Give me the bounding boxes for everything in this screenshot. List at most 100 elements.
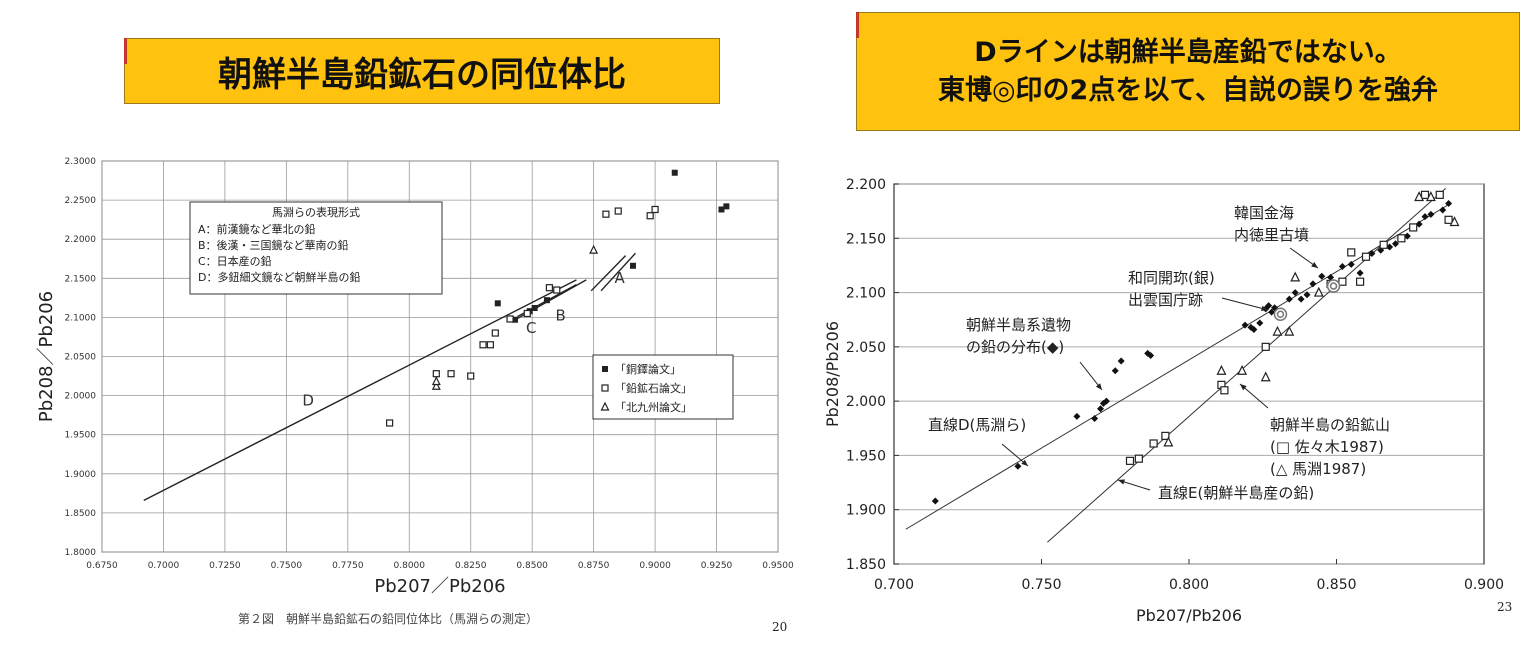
left-legend-label: 「北九州論文」	[615, 400, 692, 414]
left-point-filled-square	[718, 206, 725, 213]
right-point-open-square	[1338, 277, 1347, 286]
left-point-filled-square	[543, 297, 550, 304]
annotation-line-d-arrow-head	[1021, 459, 1028, 466]
left-point-open-square	[467, 372, 475, 380]
right-y-tick-label: 2.000	[846, 394, 886, 410]
right-y-tick-label: 2.050	[846, 340, 886, 356]
right-point-diamond	[1403, 232, 1411, 240]
right-point-diamond	[1368, 249, 1376, 257]
left-line-label-a: A	[615, 269, 626, 287]
right-point-diamond	[1111, 367, 1119, 375]
left-y-tick-label: 2.1000	[65, 313, 97, 323]
right-x-axis-label: Pb207/Pb206	[1136, 606, 1242, 625]
left-point-filled-square	[671, 169, 678, 176]
left-definition-heading: 馬淵らの表現形式	[272, 205, 360, 219]
left-y-tick-label: 1.8000	[65, 548, 97, 558]
left-definition-line: A：前漢鏡など華北の鉛	[198, 222, 316, 236]
annotation-korean-mines: 朝鮮半島の鉛鉱山	[1270, 416, 1390, 434]
left-x-axis-label: Pb207／Pb206	[374, 576, 505, 597]
left-x-tick-label: 0.7250	[209, 561, 241, 571]
annotation-korean-mines: (□ 佐々木1987)	[1270, 438, 1384, 456]
left-point-open-square	[651, 205, 659, 214]
left-definition-box	[189, 201, 443, 295]
left-x-tick-label: 0.8000	[394, 561, 426, 571]
annotation-line-e-arrow-head	[1118, 479, 1125, 485]
right-y-tick-label: 1.850	[846, 557, 886, 573]
left-x-tick-label: 0.7500	[271, 561, 303, 571]
left-y-tick-label: 2.0000	[65, 392, 97, 402]
right-y-tick-label: 2.100	[846, 286, 886, 302]
annotation-korea-kimhae-arrow-head	[1311, 262, 1318, 268]
right-point-triangle	[1163, 436, 1174, 447]
left-point-open-square	[491, 329, 499, 337]
left-y-tick-label: 2.1500	[65, 274, 97, 284]
right-point-diamond	[1291, 289, 1299, 297]
right-x-tick-label: 0.750	[1021, 577, 1061, 593]
annotation-korean-artifacts-arrow-head	[1095, 383, 1102, 390]
right-point-diamond	[1327, 273, 1335, 281]
annotation-wadokaichin-arrow	[1221, 297, 1269, 311]
annotation-wadokaichin: 出雲国庁跡	[1128, 291, 1203, 309]
left-line-d	[143, 279, 577, 502]
left-point-open-square	[614, 207, 622, 215]
left-y-tick-label: 1.8500	[65, 509, 97, 519]
left-line-label-b: B	[556, 306, 566, 324]
right-point-diamond	[1265, 302, 1273, 310]
annotation-korean-mines: (△ 馬淵1987)	[1270, 460, 1366, 478]
left-line-a	[590, 255, 627, 292]
annotation-line-d: 直線D(馬淵ら)	[928, 416, 1026, 434]
right-point-double-circle	[1326, 279, 1341, 293]
right-point-triangle	[1449, 216, 1460, 227]
left-point-filled-square	[511, 316, 518, 323]
left-line-a	[600, 252, 636, 292]
right-point-diamond	[1285, 295, 1293, 303]
left-point-filled-square	[531, 305, 538, 312]
right-point-diamond	[1356, 269, 1364, 277]
right-point-open-square	[1444, 215, 1453, 224]
annotation-wadokaichin: 和同開珎(銀)	[1128, 269, 1215, 287]
right-point-diamond	[1014, 462, 1022, 470]
left-x-tick-label: 0.8500	[516, 561, 548, 571]
left-line-label-c: C	[526, 319, 536, 337]
right-point-diamond	[1241, 321, 1249, 329]
left-legend-marker	[600, 401, 610, 411]
right-point-diamond	[1386, 243, 1394, 251]
left-title: 朝鮮半島鉛鉱石の同位体比	[218, 54, 626, 95]
right-point-diamond	[1338, 263, 1346, 271]
right-point-open-square	[1361, 252, 1371, 261]
annotation-wadokaichin-arrow-head	[1261, 305, 1268, 312]
left-point-filled-square	[629, 262, 636, 269]
right-point-double-circle-inner	[1329, 282, 1338, 290]
right-point-triangle	[1272, 325, 1283, 336]
right-point-open-square	[1355, 277, 1365, 286]
left-point-filled-square	[494, 300, 501, 307]
right-point-diamond	[1250, 325, 1258, 333]
right-title-line1: Dラインは朝鮮半島産鉛ではない。	[974, 36, 1402, 68]
right-point-triangle	[1237, 364, 1248, 375]
left-legend-label: 「鉛鉱石論文」	[615, 381, 692, 395]
right-point-diamond	[1097, 405, 1104, 413]
right-point-double-circle-inner	[1276, 310, 1285, 319]
right-point-triangle	[1425, 191, 1436, 202]
right-point-triangle	[1284, 325, 1295, 336]
left-point-open-square	[486, 341, 494, 349]
right-trend-line-e	[1047, 187, 1446, 543]
right-point-open-square	[1397, 234, 1406, 243]
right-point-open-square	[1125, 456, 1135, 465]
left-x-tick-label: 0.9250	[701, 561, 733, 571]
annotation-korean-artifacts: 朝鮮半島系遺物	[966, 316, 1071, 334]
left-y-tick-label: 1.9000	[65, 470, 97, 480]
right-point-diamond	[1427, 210, 1435, 218]
left-point-open-square	[386, 419, 394, 427]
annotation-korean-artifacts: の鉛の分布(◆)	[966, 338, 1064, 356]
left-page-number: 20	[772, 620, 788, 634]
right-y-tick-label: 1.950	[846, 448, 886, 464]
right-point-diamond	[1347, 260, 1355, 268]
right-point-open-square	[1220, 386, 1229, 395]
right-title-line2: 東博◎印の2点を以て、自説の誤りを強弁	[938, 74, 1438, 106]
right-point-double-circle	[1273, 307, 1288, 322]
left-legend-label: 「銅鐸論文」	[615, 362, 681, 376]
annotation-korea-kimhae: 内徳里古墳	[1234, 226, 1309, 244]
left-x-tick-label: 0.7750	[332, 561, 364, 571]
left-x-tick-label: 0.6750	[86, 561, 118, 571]
